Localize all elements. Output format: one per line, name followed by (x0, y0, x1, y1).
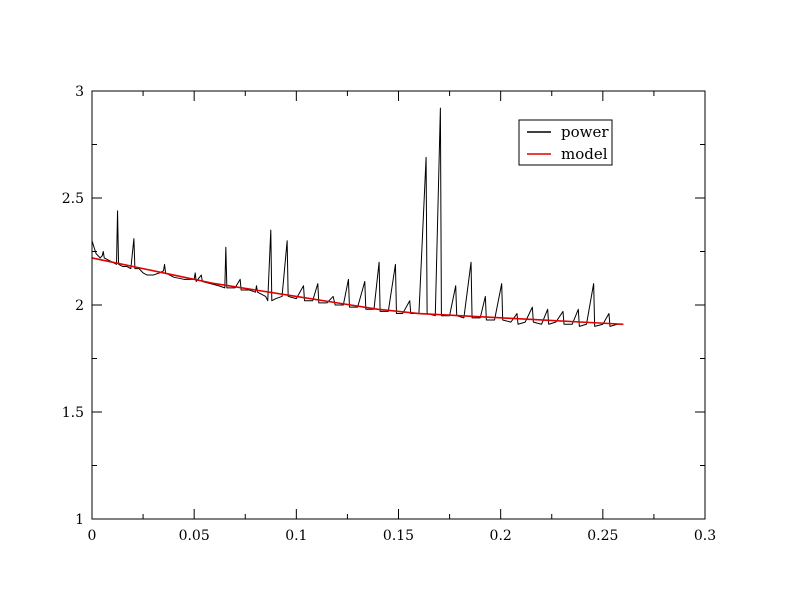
legend-box (518, 119, 613, 166)
series-line-power (91, 107, 624, 327)
legend-label-power: power (561, 123, 609, 141)
ticks-layer: 0 0.05 0.1 0.15 0.2 0.25 0.3 1 1.5 2 2.5 3 (62, 84, 716, 544)
x-tick-label: 0.3 (694, 528, 716, 544)
y-tick-label: 2 (75, 298, 84, 314)
x-tick-label: 0.25 (587, 528, 618, 544)
x-tick-label: 0.2 (490, 528, 512, 544)
legend-label-model: model (561, 145, 608, 163)
series-layer (91, 107, 624, 327)
y-tick-label: 1.5 (62, 405, 84, 421)
x-tick-label: 0.1 (285, 528, 307, 544)
y-tick-label: 3 (75, 84, 84, 100)
x-tick-label: 0.15 (383, 528, 414, 544)
legend: power model (518, 119, 613, 166)
x-tick-label: 0.05 (179, 528, 210, 544)
plot-frame (91, 90, 706, 520)
series-line-model (91, 257, 624, 326)
x-tick-label: 0 (88, 528, 97, 544)
y-tick-label: 1 (75, 512, 84, 528)
y-tick-label: 2.5 (62, 191, 84, 207)
